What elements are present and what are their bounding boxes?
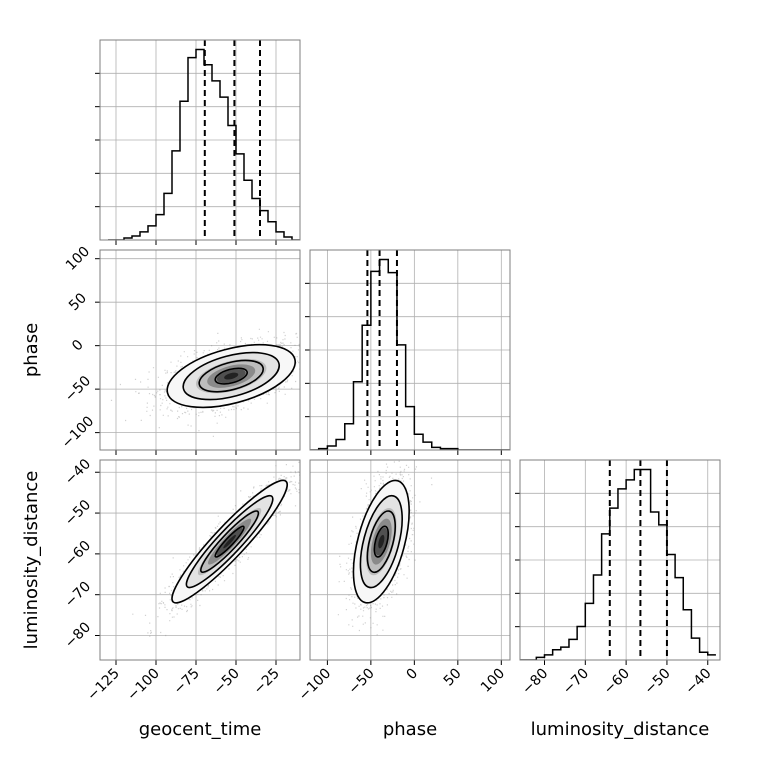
ytick-label-luminosity_distance: −70 bbox=[62, 579, 94, 611]
contour-1 bbox=[185, 494, 274, 589]
xtick-label-phase: −100 bbox=[296, 666, 335, 705]
xtick-label-luminosity_distance: −50 bbox=[642, 666, 674, 698]
ylabel-luminosity_distance: luminosity_distance bbox=[21, 471, 42, 650]
xtick-label-phase: 100 bbox=[478, 666, 508, 696]
xlabel-geocent_time: geocent_time bbox=[139, 719, 262, 740]
xtick-label-phase: 50 bbox=[441, 666, 465, 690]
contour-3 bbox=[214, 367, 248, 385]
ytick-label-luminosity_distance: −60 bbox=[62, 538, 94, 570]
ytick-label-phase: −50 bbox=[62, 373, 94, 405]
ytick-label-phase: 50 bbox=[66, 290, 90, 314]
ytick-label-luminosity_distance: −50 bbox=[62, 497, 94, 529]
contour-1 bbox=[182, 351, 280, 401]
contour-1 bbox=[359, 494, 403, 589]
xtick-label-phase: 0 bbox=[404, 666, 422, 684]
density-level-5 bbox=[224, 372, 239, 380]
panel-geocent_time-phase-frame bbox=[99, 249, 301, 451]
ytick-label-phase: 0 bbox=[69, 337, 87, 355]
hist-geocent_time bbox=[95, 39, 301, 245]
xtick-label-geocent_time: −100 bbox=[124, 666, 163, 705]
hist-phase bbox=[305, 249, 511, 455]
contour-3 bbox=[373, 525, 390, 558]
ytick-label-luminosity_distance: −40 bbox=[62, 456, 94, 488]
contour-2 bbox=[198, 359, 264, 393]
xtick-label-geocent_time: −125 bbox=[84, 666, 123, 705]
ytick-label-phase: 100 bbox=[63, 244, 93, 274]
axis-labels: geocent_time phase luminosity_distancephas… bbox=[21, 323, 709, 740]
panel-geocent_time-vs-luminosity_distance bbox=[95, 459, 301, 665]
xtick-label-luminosity_distance: −80 bbox=[519, 666, 551, 698]
xlabel-luminosity_distance: luminosity_distance bbox=[531, 719, 710, 740]
density-level-5 bbox=[223, 534, 236, 549]
xtick-label-geocent_time: −75 bbox=[171, 666, 203, 698]
panel-geocent_time-vs-phase bbox=[95, 249, 301, 455]
xlabel-phase: phase bbox=[383, 719, 437, 740]
panel-phase-vs-luminosity_distance bbox=[309, 459, 511, 665]
ylabel-phase: phase bbox=[21, 323, 42, 377]
xtick-label-phase: −50 bbox=[345, 666, 377, 698]
contour-0 bbox=[171, 479, 289, 604]
xtick-label-geocent_time: −50 bbox=[211, 666, 243, 698]
panel-geocent_time-luminosity_distance-frame bbox=[99, 459, 301, 661]
hist-geocent_time-frame bbox=[99, 39, 301, 241]
contour-0 bbox=[166, 343, 296, 409]
xtick-label-luminosity_distance: −60 bbox=[601, 666, 633, 698]
xtick-label-luminosity_distance: −70 bbox=[560, 666, 592, 698]
contour-2 bbox=[199, 510, 260, 574]
contour-0 bbox=[352, 479, 410, 604]
hist-luminosity_distance bbox=[515, 459, 721, 665]
hist-phase-frame bbox=[309, 249, 511, 451]
panel-phase-luminosity_distance-frame bbox=[309, 459, 511, 661]
contour-2 bbox=[366, 510, 397, 574]
xtick-label-luminosity_distance: −40 bbox=[682, 666, 714, 698]
ytick-label-phase: −100 bbox=[59, 413, 98, 452]
contour-3 bbox=[214, 525, 245, 558]
hist-luminosity_distance-frame bbox=[519, 459, 721, 661]
hist-luminosity_distance-step bbox=[520, 468, 716, 660]
xtick-label-geocent_time: −25 bbox=[251, 666, 283, 698]
hist-phase-step bbox=[310, 258, 510, 450]
ytick-label-luminosity_distance: −80 bbox=[62, 619, 94, 651]
